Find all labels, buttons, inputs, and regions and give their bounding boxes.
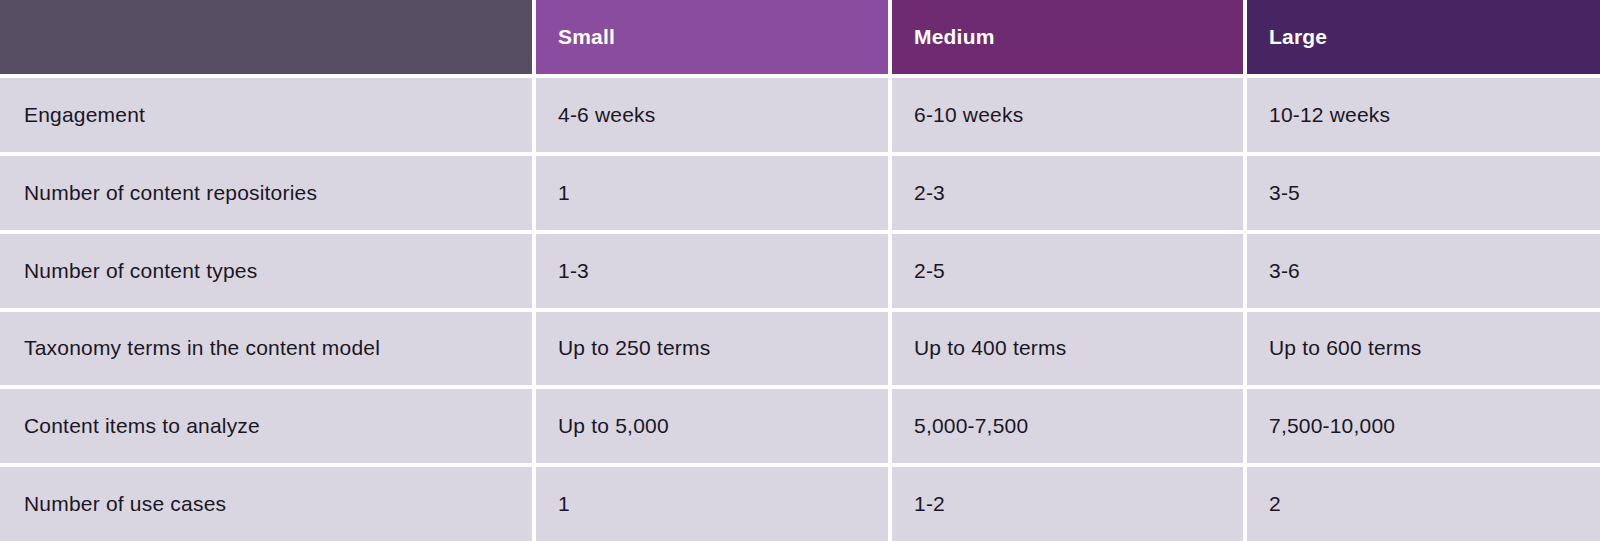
row-label-content-repositories: Number of content repositories <box>0 156 532 230</box>
cell-use-cases-large: 2 <box>1247 467 1600 541</box>
cell-content-types-small: 1-3 <box>536 234 888 308</box>
cell-content-items-medium: 5,000-7,500 <box>892 389 1243 463</box>
row-label-content-types: Number of content types <box>0 234 532 308</box>
row-label-content-items: Content items to analyze <box>0 389 532 463</box>
cell-repositories-medium: 2-3 <box>892 156 1243 230</box>
cell-taxonomy-terms-large: Up to 600 terms <box>1247 312 1600 386</box>
cell-use-cases-medium: 1-2 <box>892 467 1243 541</box>
row-label-use-cases: Number of use cases <box>0 467 532 541</box>
cell-repositories-large: 3-5 <box>1247 156 1600 230</box>
cell-content-items-small: Up to 5,000 <box>536 389 888 463</box>
header-column-small: Small <box>536 0 888 74</box>
row-label-engagement: Engagement <box>0 78 532 152</box>
header-corner-cell <box>0 0 532 74</box>
header-column-large: Large <box>1247 0 1600 74</box>
cell-repositories-small: 1 <box>536 156 888 230</box>
cell-engagement-medium: 6-10 weeks <box>892 78 1243 152</box>
header-column-medium: Medium <box>892 0 1243 74</box>
cell-taxonomy-terms-small: Up to 250 terms <box>536 312 888 386</box>
cell-engagement-large: 10-12 weeks <box>1247 78 1600 152</box>
cell-engagement-small: 4-6 weeks <box>536 78 888 152</box>
cell-use-cases-small: 1 <box>536 467 888 541</box>
cell-content-types-large: 3-6 <box>1247 234 1600 308</box>
row-label-taxonomy-terms: Taxonomy terms in the content model <box>0 312 532 386</box>
cell-content-items-large: 7,500-10,000 <box>1247 389 1600 463</box>
cell-taxonomy-terms-medium: Up to 400 terms <box>892 312 1243 386</box>
cell-content-types-medium: 2-5 <box>892 234 1243 308</box>
sizing-comparison-table: Small Medium Large Engagement 4-6 weeks … <box>0 0 1600 541</box>
